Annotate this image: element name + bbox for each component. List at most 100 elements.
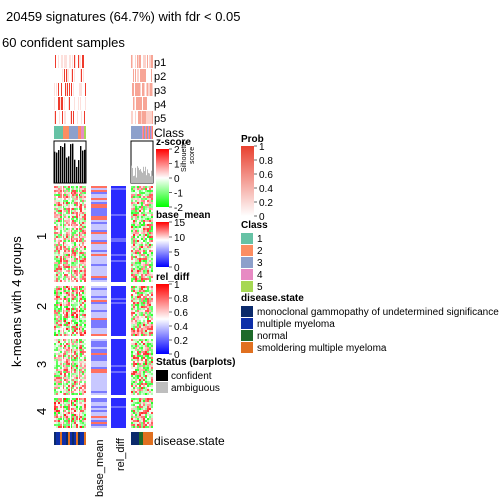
disease-state-cell	[70, 432, 72, 445]
zscore-cell	[80, 250, 82, 252]
zscore-cell	[137, 402, 139, 404]
zscore-cell	[66, 216, 68, 218]
zscore-cell	[151, 404, 153, 406]
rel-diff-cell	[111, 387, 126, 389]
zscore-cell	[137, 398, 139, 400]
zscore-cell	[80, 280, 82, 282]
prob-cell	[61, 55, 62, 68]
zscore-cell	[56, 316, 58, 318]
zscore-cell	[76, 298, 78, 300]
prob-cell	[54, 111, 55, 124]
zscore-cell	[66, 412, 68, 414]
zscore-cell	[74, 351, 76, 353]
zscore-cell	[131, 248, 133, 250]
zscore-cell	[137, 254, 139, 256]
zscore-cell	[149, 351, 151, 353]
zscore-cell	[131, 414, 133, 416]
zscore-cell	[72, 298, 74, 300]
base-mean-cell	[91, 377, 107, 379]
zscore-cell	[66, 363, 68, 365]
zscore-cell	[133, 341, 135, 343]
zscore-cell	[139, 400, 141, 402]
zscore-cell	[74, 353, 76, 355]
prob-cell	[74, 55, 75, 68]
base-mean-cell	[91, 228, 107, 230]
prob-cell	[82, 55, 83, 68]
zscore-cell	[68, 330, 70, 332]
zscore-cell	[149, 322, 151, 324]
zscore-cell	[147, 298, 149, 300]
prob-cell	[137, 97, 138, 110]
zscore-cell	[66, 420, 68, 422]
zscore-cell	[80, 393, 82, 395]
zscore-cell	[54, 260, 56, 262]
zscore-cell	[151, 426, 153, 428]
zscore-cell	[139, 228, 141, 230]
zscore-cell	[149, 410, 151, 412]
disease-legend-label: monoclonal gammopathy of undetermined si…	[257, 307, 499, 318]
zscore-cell	[133, 316, 135, 318]
zscore-cell	[135, 320, 137, 322]
zscore-cell	[135, 341, 137, 343]
zscore-cell	[58, 326, 60, 328]
zscore-cell	[145, 242, 147, 244]
zscore-cell	[64, 389, 66, 391]
zscore-cell	[64, 256, 66, 258]
zscore-cell	[141, 381, 143, 383]
zscore-cell	[76, 264, 78, 266]
zscore-cell	[147, 256, 149, 258]
class-cell	[144, 126, 145, 139]
zscore-cell	[145, 290, 147, 292]
zscore-cell	[56, 286, 58, 288]
zscore-cell	[68, 214, 70, 216]
zscore-cell	[74, 240, 76, 242]
rel-diff-cell	[111, 341, 126, 343]
zscore-cell	[145, 220, 147, 222]
zscore-cell	[54, 416, 56, 418]
zscore-cell	[141, 361, 143, 363]
zscore-cell	[133, 268, 135, 270]
zscore-cell	[139, 424, 141, 426]
zscore-cell	[139, 389, 141, 391]
zscore-cell	[137, 332, 139, 334]
zscore-cell	[80, 345, 82, 347]
zscore-cell	[147, 312, 149, 314]
zscore-cell	[68, 292, 70, 294]
zscore-cell	[54, 192, 56, 194]
zscore-cell	[74, 302, 76, 304]
zscore-cell	[54, 424, 56, 426]
zscore-cell	[135, 222, 137, 224]
zscore-cell	[143, 324, 145, 326]
zscore-cell	[139, 334, 141, 336]
prob-cell	[58, 69, 59, 82]
zscore-cell	[72, 367, 74, 369]
zscore-cell	[84, 214, 86, 216]
zscore-cell	[151, 248, 153, 250]
prob-cell	[73, 69, 74, 82]
zscore-cell	[64, 355, 66, 357]
zscore-cell	[141, 266, 143, 268]
zscore-cell	[145, 266, 147, 268]
zscore-cell	[54, 320, 56, 322]
zscore-cell	[133, 312, 135, 314]
zscore-cell	[56, 258, 58, 260]
zscore-cell	[74, 312, 76, 314]
zscore-cell	[135, 262, 137, 264]
prob-cell	[76, 111, 77, 124]
zscore-cell	[58, 224, 60, 226]
prob-cell	[147, 83, 148, 96]
zscore-cell	[58, 347, 60, 349]
zscore-cell	[64, 369, 66, 371]
zscore-cell	[82, 204, 84, 206]
zscore-cell	[145, 416, 147, 418]
zscore-cell	[135, 389, 137, 391]
zscore-cell	[80, 222, 82, 224]
zscore-cell	[56, 375, 58, 377]
zscore-cell	[76, 234, 78, 236]
zscore-cell	[137, 226, 139, 228]
base-mean-cell	[91, 359, 107, 361]
zscore-cell	[68, 347, 70, 349]
prob-cell	[137, 55, 138, 68]
zscore-cell	[80, 258, 82, 260]
zscore-cell	[147, 210, 149, 212]
